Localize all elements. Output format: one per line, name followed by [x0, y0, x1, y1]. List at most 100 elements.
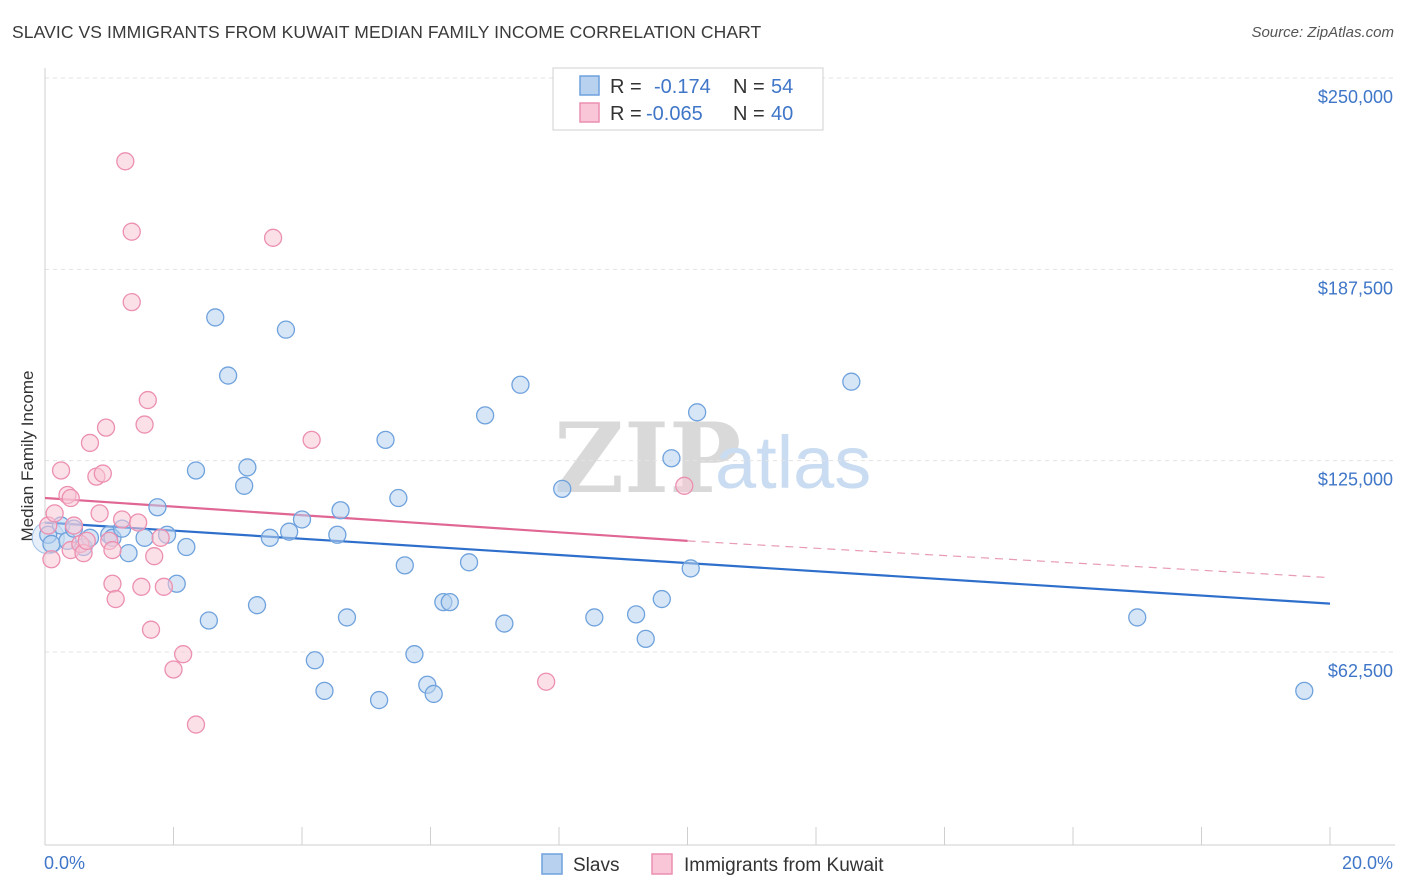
- point-slavs: [369, 690, 389, 710]
- y-tick-label: $187,500: [1318, 278, 1393, 298]
- point-slavs: [218, 366, 238, 385]
- x-tick-label-start: 0.0%: [44, 853, 85, 873]
- point-slavs: [475, 406, 495, 425]
- point-slavs: [459, 553, 479, 572]
- point-slavs: [186, 461, 206, 480]
- bottom-legend-swatch-slavs: [541, 853, 563, 875]
- point-slavs: [148, 498, 167, 517]
- legend-n-label-2: N =: [733, 103, 765, 125]
- point-slavs: [331, 501, 350, 520]
- bottom-legend-label-slavs: Slavs: [573, 855, 619, 876]
- point-slavs: [687, 403, 707, 422]
- watermark-atlas: atlas: [715, 421, 871, 504]
- point-slavs: [135, 528, 154, 547]
- legend-n-label-1: N =: [733, 76, 765, 98]
- point-slavs: [842, 372, 861, 391]
- point-slavs: [206, 308, 225, 327]
- chart-title: SLAVIC VS IMMIGRANTS FROM KUWAIT MEDIAN …: [12, 22, 762, 42]
- point-kuwait: [302, 430, 321, 450]
- point-kuwait: [106, 589, 125, 609]
- point-kuwait: [93, 464, 112, 483]
- point-slavs: [276, 320, 296, 339]
- point-kuwait: [64, 516, 84, 535]
- legend-r-label-1: R =: [610, 76, 642, 98]
- point-kuwait: [80, 433, 100, 453]
- legend-r-value-1: -0.174: [654, 76, 711, 98]
- point-kuwait: [103, 540, 122, 560]
- series-legend: Slavs Immigrants from Kuwait: [541, 853, 884, 876]
- point-slavs: [585, 608, 604, 627]
- point-kuwait: [135, 415, 154, 434]
- point-kuwait: [675, 476, 694, 495]
- point-slavs: [626, 605, 646, 624]
- point-slavs: [652, 589, 671, 609]
- point-kuwait: [51, 461, 71, 480]
- point-kuwait: [103, 574, 122, 593]
- point-kuwait: [263, 228, 283, 247]
- point-slavs: [662, 449, 681, 468]
- x-axis-labels: 0.0% 20.0%: [44, 853, 1393, 873]
- trend-line-kuwait-extension: [687, 540, 1331, 579]
- point-slavs: [424, 684, 443, 704]
- source-label: Source: ZipAtlas.com: [1251, 24, 1394, 41]
- point-kuwait: [116, 152, 135, 171]
- point-kuwait: [145, 547, 164, 566]
- point-slavs: [177, 537, 196, 557]
- point-slavs: [305, 651, 325, 670]
- legend-swatch-kuwait: [579, 102, 600, 123]
- data-points: [31, 152, 1314, 734]
- watermark-zip: ZIP: [554, 402, 741, 515]
- point-kuwait: [112, 510, 132, 529]
- point-slavs: [315, 681, 334, 701]
- point-slavs: [279, 522, 299, 541]
- bottom-legend-label-kuwait: Immigrants from Kuwait: [684, 855, 884, 876]
- watermark: ZIP atlas: [554, 402, 871, 515]
- y-tick-label: $250,000: [1318, 87, 1393, 107]
- point-kuwait: [173, 645, 193, 664]
- axes: [44, 68, 1395, 846]
- x-tick-label-end: 20.0%: [1342, 853, 1393, 873]
- point-kuwait: [77, 531, 96, 551]
- point-kuwait: [45, 504, 64, 523]
- point-slavs: [247, 596, 267, 615]
- point-slavs: [681, 559, 700, 578]
- legend-n-value-2: 40: [771, 103, 793, 125]
- point-slavs: [119, 543, 138, 563]
- point-slavs: [405, 645, 424, 664]
- point-slavs: [235, 476, 254, 495]
- point-kuwait: [186, 715, 206, 734]
- point-slavs: [337, 608, 357, 627]
- point-slavs: [199, 611, 218, 630]
- legend-r-label-2: R =: [610, 103, 642, 125]
- point-slavs: [440, 592, 459, 612]
- point-slavs: [511, 375, 530, 394]
- point-kuwait: [122, 222, 141, 241]
- point-kuwait: [96, 418, 116, 437]
- point-slavs: [553, 479, 572, 499]
- bottom-legend-swatch-kuwait: [651, 853, 673, 875]
- point-slavs: [1128, 608, 1147, 627]
- point-slavs: [42, 534, 61, 554]
- y-tick-label: $62,500: [1328, 661, 1393, 681]
- point-slavs: [260, 528, 280, 547]
- point-slavs: [328, 525, 347, 544]
- point-slavs: [636, 629, 655, 649]
- point-kuwait: [61, 488, 80, 508]
- correlation-legend: R = -0.174 N = 54 R = -0.065 N = 40: [552, 67, 824, 131]
- point-slavs: [1295, 681, 1314, 701]
- point-kuwait: [164, 660, 183, 679]
- point-slavs: [238, 458, 257, 477]
- y-axis-labels: $62,500 $125,000 $187,500 $250,000: [1318, 87, 1393, 681]
- point-slavs: [395, 556, 414, 575]
- y-tick-label: $125,000: [1318, 470, 1393, 490]
- point-slavs: [495, 614, 514, 633]
- legend-swatch-slavs: [579, 75, 600, 96]
- point-kuwait: [154, 577, 174, 596]
- point-kuwait: [138, 390, 157, 410]
- point-slavs: [292, 510, 312, 529]
- point-kuwait: [141, 620, 161, 639]
- point-kuwait: [537, 672, 556, 691]
- point-kuwait: [129, 513, 148, 532]
- legend-n-value-1: 54: [771, 76, 793, 98]
